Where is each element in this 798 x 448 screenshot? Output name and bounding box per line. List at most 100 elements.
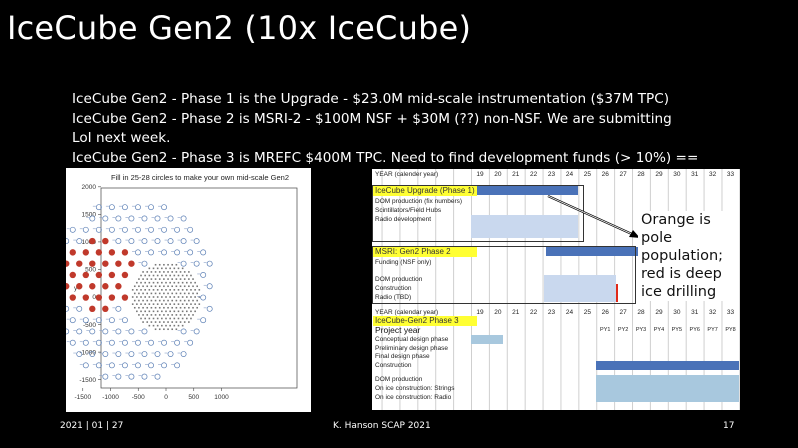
existing-string-dot (161, 281, 163, 284)
existing-string-dot (146, 306, 149, 309)
open-string-marker (141, 373, 148, 380)
open-string-marker (148, 339, 154, 346)
existing-string-dot (173, 317, 176, 320)
row-label: On ice construction: Strings (375, 385, 455, 392)
existing-string-dot (152, 310, 155, 313)
existing-string-dot (158, 271, 161, 273)
existing-string-dot (183, 306, 186, 309)
open-string-marker (108, 339, 115, 346)
annotation-line: pole (641, 230, 673, 246)
bullet-phase3: IceCube Gen2 - Phase 3 is MREFC $400M TP… (72, 149, 699, 166)
y-tick-label: -500 (83, 322, 96, 329)
open-string-marker (69, 317, 76, 324)
open-string-marker (200, 272, 207, 278)
existing-string-dot (175, 306, 178, 309)
open-string-marker (128, 328, 135, 335)
open-string-marker (180, 238, 187, 245)
existing-string-dot (183, 299, 186, 302)
existing-string-dot (165, 310, 167, 313)
existing-string-dot (190, 274, 192, 277)
existing-string-dot (171, 306, 174, 309)
open-string-marker (154, 351, 161, 357)
selected-string-marker (95, 271, 103, 279)
open-string-marker (63, 305, 70, 312)
existing-string-dot (163, 314, 165, 316)
existing-string-dot (192, 306, 194, 309)
existing-string-dot (177, 274, 180, 277)
phase3-title: IceCube-Gen2 Phase 3 (373, 316, 477, 326)
row-label: DOM production (375, 276, 423, 283)
open-string-marker (180, 260, 187, 267)
existing-string-dot (171, 278, 174, 280)
y-tick-label: 1000 (82, 239, 97, 246)
existing-string-dot (136, 296, 138, 298)
existing-string-dot (156, 296, 159, 298)
existing-string-dot (148, 324, 151, 327)
existing-string-dot (146, 271, 149, 273)
existing-string-dot (150, 314, 153, 316)
year-label: 24 (565, 309, 574, 316)
existing-string-dot (183, 271, 186, 273)
existing-string-dot (183, 321, 186, 323)
existing-string-dot (167, 314, 169, 316)
selected-string-marker (89, 283, 96, 290)
open-string-marker (161, 226, 168, 233)
gantt-row: Conceptual design phase (372, 335, 740, 344)
existing-string-dot (179, 278, 182, 280)
existing-string-dot (192, 292, 194, 295)
existing-string-dot (192, 314, 194, 316)
open-string-marker (141, 260, 148, 267)
gantt-row: On ice construction: Strings (372, 384, 740, 393)
existing-string-dot (192, 299, 194, 302)
year-label: 33 (726, 171, 735, 178)
gantt-bar-blue (546, 247, 650, 256)
existing-string-dot (152, 274, 155, 277)
existing-string-dot (181, 267, 184, 270)
y-axis-label: y (74, 285, 78, 292)
existing-string-dot (190, 296, 192, 298)
arrow-line-inner (547, 195, 635, 236)
gantt-bar-blue (596, 361, 740, 370)
year-label: 26 (601, 171, 609, 178)
existing-string-dot (131, 303, 134, 305)
existing-string-dot (148, 281, 151, 284)
existing-string-dot (169, 317, 171, 320)
existing-string-dot (175, 285, 178, 288)
existing-string-dot (158, 263, 161, 266)
year-label: 22 (530, 171, 538, 178)
open-string-marker (148, 226, 154, 233)
selected-string-marker (121, 249, 129, 256)
selected-string-marker (82, 249, 90, 256)
existing-string-dot (158, 299, 161, 302)
open-string-marker (206, 283, 213, 290)
existing-string-dot (194, 303, 196, 305)
string-markers (47, 204, 213, 380)
existing-string-dot (175, 314, 178, 316)
existing-string-dot (138, 299, 140, 302)
existing-string-dot (142, 299, 144, 302)
project-year-row: Project year PY1 PY2 PY3 PY4 PY5 PY6 PY7 PY8 (372, 326, 740, 335)
year-label: 32 (709, 309, 717, 316)
plot-title: Fill in 25-28 circles to make your own m… (111, 173, 289, 182)
existing-string-dot (167, 278, 169, 280)
gantt-row: DOM production (372, 275, 740, 284)
existing-string-dot (154, 306, 157, 309)
open-string-marker (82, 226, 89, 233)
gantt-bar-light (471, 215, 579, 239)
phase1-box (372, 185, 584, 242)
selected-string-marker (108, 294, 116, 301)
existing-string-dot (175, 271, 178, 273)
existing-string-dot (133, 299, 136, 302)
existing-string-dot (179, 314, 182, 316)
existing-string-dot (152, 317, 155, 320)
existing-string-dot (198, 289, 201, 291)
arrow-head-icon (629, 230, 640, 238)
open-string-marker (76, 328, 83, 335)
existing-string-dot (173, 310, 176, 313)
existing-string-dot (186, 296, 188, 298)
existing-string-dot (165, 296, 167, 298)
existing-string-dot (186, 303, 188, 305)
existing-string-dot (183, 285, 186, 288)
existing-string-dot (169, 274, 171, 277)
existing-string-dot (150, 306, 153, 309)
